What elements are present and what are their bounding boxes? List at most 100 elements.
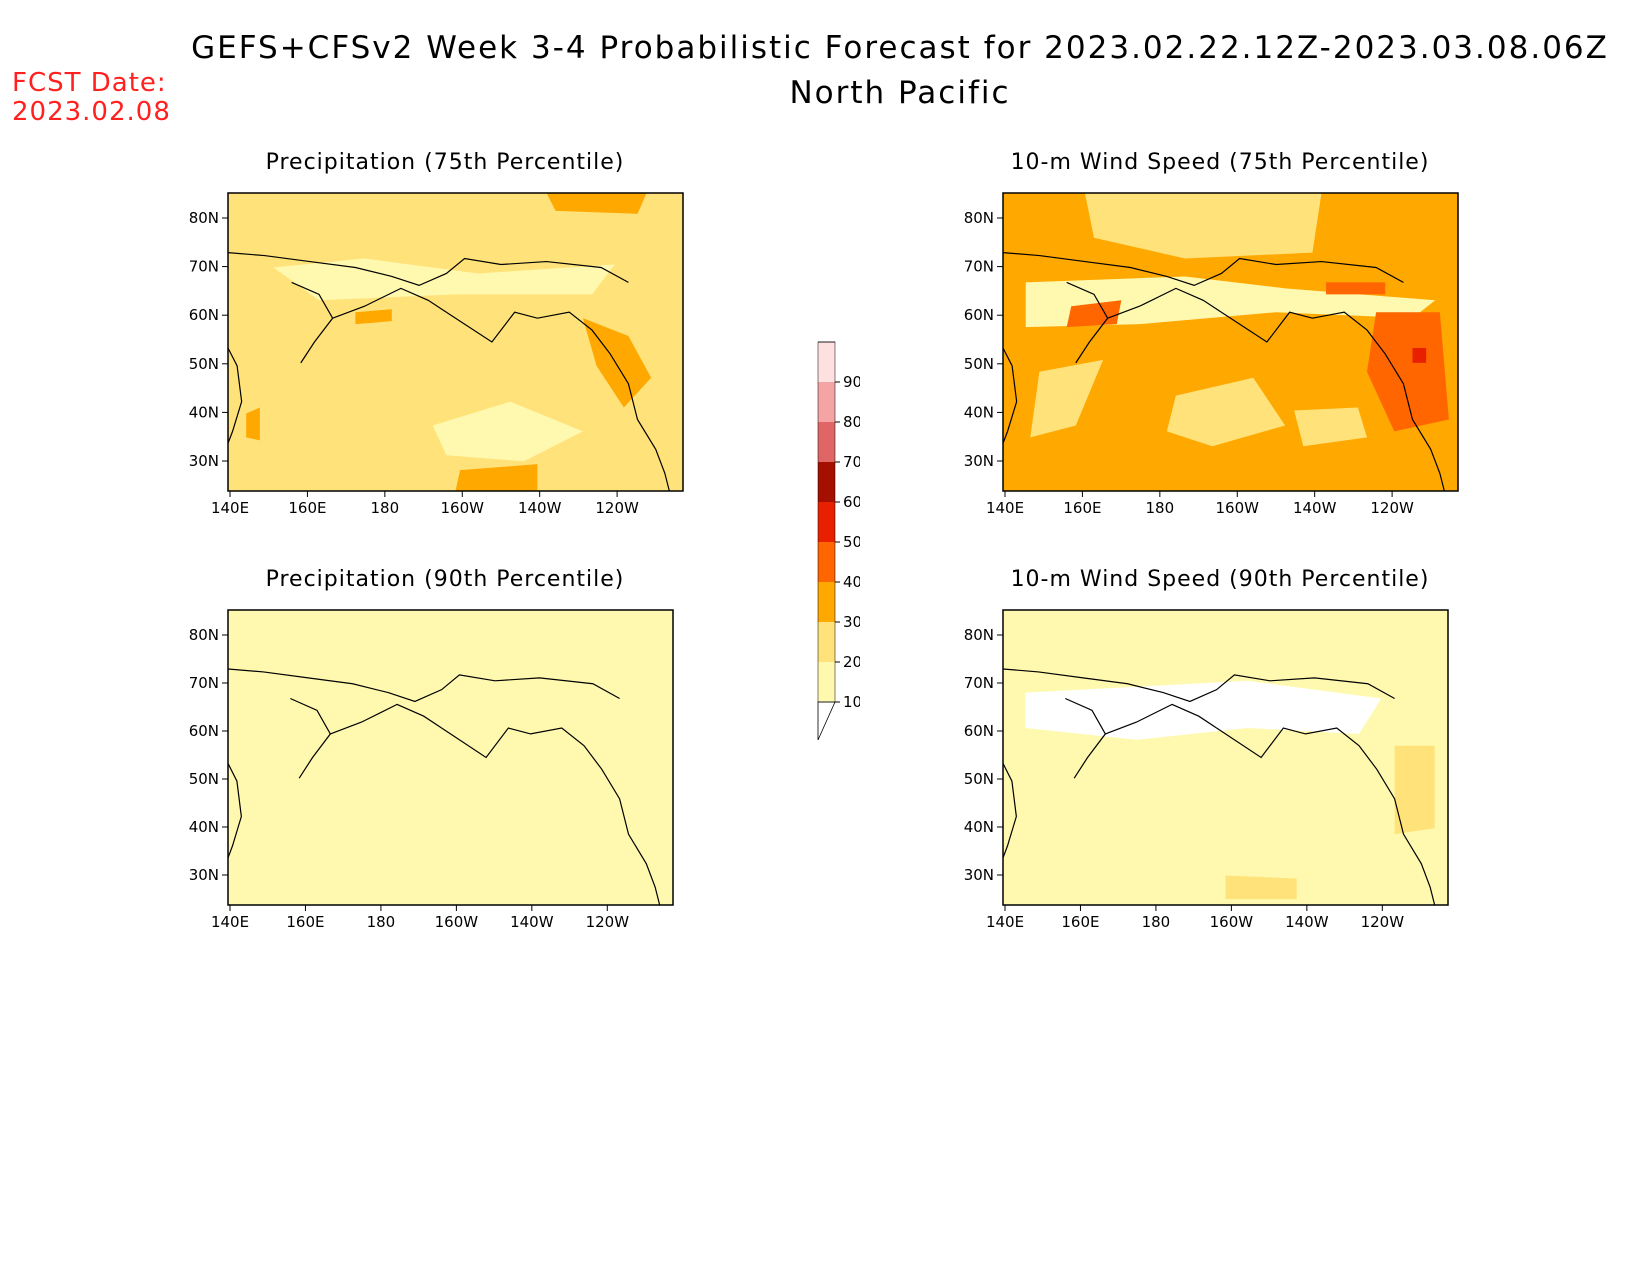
- coastline: [1003, 347, 1018, 444]
- coastline: [1003, 668, 1395, 703]
- y-tick-label: 70N: [189, 674, 219, 692]
- y-tick-label: 50N: [189, 355, 219, 373]
- y-tick-label: 60N: [964, 306, 994, 324]
- coastline: [441, 727, 661, 905]
- x-tick-label: 160E: [1061, 913, 1099, 931]
- shaded-region: [1066, 300, 1122, 328]
- coastline: [290, 697, 332, 779]
- colorbar-frame: [817, 341, 836, 703]
- x-tick-label: 180: [1142, 913, 1171, 931]
- x-tick-label: 140E: [986, 913, 1024, 931]
- y-tick-label: 70N: [964, 674, 994, 692]
- y-tick-label: 80N: [964, 626, 994, 644]
- colorbar-label: 40: [843, 573, 860, 591]
- colorbar-segment: [818, 462, 835, 502]
- y-tick-label: 70N: [964, 258, 994, 276]
- map-precip-90: 140E 160E 180 160W 140W 120W 80N 70N 60N 50N 40N 30…: [189, 609, 674, 931]
- page-subtitle: North Pacific: [789, 75, 1011, 111]
- shaded-region: [1030, 359, 1104, 438]
- coastline: [1003, 252, 1404, 287]
- colorbar-label: 20: [843, 653, 860, 671]
- colorbar-segment: [818, 582, 835, 622]
- shaded-region: [455, 464, 538, 491]
- forecast-date-value: 2023.02.08: [12, 97, 171, 127]
- y-tick-label: 80N: [189, 626, 219, 644]
- x-tick-label: 120W: [1370, 499, 1414, 517]
- coastline: [446, 311, 670, 491]
- panel-title-wind-90: 10-m Wind Speed (90th Percentile): [1010, 567, 1430, 592]
- colorbar-segment: [818, 342, 835, 382]
- x-tick-label: 160W: [1216, 499, 1260, 517]
- map-frame: [227, 609, 674, 906]
- map-precip-75: 140E 160E 180 160W 140W 120W 80N 70N 60N 50N 40N 30…: [189, 192, 684, 517]
- shaded-region: [355, 309, 392, 325]
- map-frame: [227, 192, 684, 492]
- coastline: [1221, 311, 1445, 491]
- x-tick-label: 140E: [211, 499, 249, 517]
- shaded-region: [1367, 312, 1449, 432]
- y-tick-label: 40N: [964, 403, 994, 421]
- y-tick-label: 40N: [189, 403, 219, 421]
- colorbar-segment: [818, 422, 835, 462]
- y-tick-label: 60N: [189, 722, 219, 740]
- y-tick-label: 30N: [964, 452, 994, 470]
- colorbar-label: 30: [843, 613, 860, 631]
- shaded-region: [273, 258, 615, 301]
- coastline: [1216, 727, 1436, 905]
- x-tick-label: 160E: [286, 913, 324, 931]
- colorbar-segment: [818, 542, 835, 582]
- shaded-region: [1225, 875, 1297, 900]
- y-tick-label: 30N: [189, 866, 219, 884]
- shaded-region: [432, 401, 583, 462]
- coastline: [228, 347, 243, 444]
- x-tick-label: 180: [367, 913, 396, 931]
- x-tick-label: 180: [371, 499, 400, 517]
- x-tick-label: 160W: [1210, 913, 1254, 931]
- x-tick-label: 140W: [1285, 913, 1329, 931]
- colorbar-label: 90: [843, 373, 860, 391]
- x-tick-label: 160E: [1063, 499, 1101, 517]
- colorbar-label: 60: [843, 493, 860, 511]
- y-tick-label: 50N: [964, 770, 994, 788]
- x-tick-label: 140W: [510, 913, 554, 931]
- coastline: [330, 703, 442, 735]
- x-tick-label: 120W: [1361, 913, 1405, 931]
- shaded-region: [1326, 282, 1386, 295]
- colorbar-label: 70: [843, 453, 860, 471]
- forecast-date-label: FCST Date:: [12, 68, 167, 98]
- y-tick-label: 50N: [189, 770, 219, 788]
- x-tick-label: 140E: [986, 499, 1024, 517]
- coastline: [1105, 703, 1217, 735]
- x-tick-label: 160W: [441, 499, 485, 517]
- map-frame: [1002, 609, 1449, 906]
- y-tick-label: 50N: [964, 355, 994, 373]
- x-tick-label: 140W: [1293, 499, 1337, 517]
- colorbar-segment: [818, 662, 835, 702]
- y-tick-label: 30N: [964, 866, 994, 884]
- y-tick-label: 80N: [964, 209, 994, 227]
- shaded-region: [1084, 193, 1322, 259]
- y-tick-label: 40N: [964, 818, 994, 836]
- coastline: [228, 763, 242, 859]
- panel-title-precip-75: Precipitation (75th Percentile): [265, 150, 625, 175]
- x-tick-label: 160E: [288, 499, 326, 517]
- colorbar-segment: [818, 382, 835, 422]
- x-tick-label: 180: [1146, 499, 1175, 517]
- panel-title-precip-90: Precipitation (90th Percentile): [265, 567, 625, 592]
- shaded-region: [575, 692, 673, 841]
- y-tick-label: 70N: [189, 258, 219, 276]
- shaded-region: [546, 193, 647, 214]
- coastline: [1065, 697, 1107, 779]
- colorbar-segment: [818, 622, 835, 662]
- x-tick-label: 120W: [586, 913, 630, 931]
- coastline: [1107, 287, 1222, 319]
- x-tick-label: 120W: [595, 499, 639, 517]
- y-tick-label: 40N: [189, 818, 219, 836]
- colorbar-segment: [818, 502, 835, 542]
- y-tick-label: 60N: [189, 306, 219, 324]
- colorbar: 10 20 30 40 50 60 70 80 90: [817, 341, 860, 741]
- shaded-region: [1003, 610, 1448, 905]
- page-title: GEFS+CFSv2 Week 3-4 Probabilistic Foreca…: [191, 30, 1609, 66]
- coastline: [228, 252, 629, 287]
- panel-title-wind-75: 10-m Wind Speed (75th Percentile): [1010, 150, 1430, 175]
